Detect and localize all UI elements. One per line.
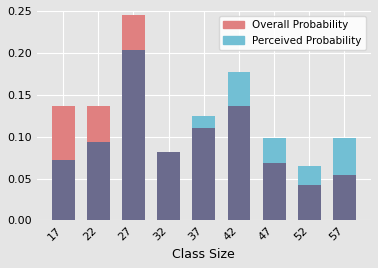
Bar (192, 128, 215, 221)
Bar (122, 50, 145, 221)
Bar (157, 152, 180, 221)
X-axis label: Class Size: Class Size (172, 248, 235, 261)
Bar (228, 106, 250, 221)
Bar (263, 137, 285, 221)
Bar (263, 163, 285, 221)
Bar (122, 15, 145, 221)
Legend: Overall Probability, Perceived Probability: Overall Probability, Perceived Probabili… (219, 16, 366, 50)
Bar (52, 160, 74, 221)
Bar (228, 72, 250, 221)
Bar (157, 152, 180, 221)
Bar (298, 166, 321, 221)
Bar (192, 116, 215, 221)
Bar (298, 185, 321, 221)
Bar (87, 142, 110, 221)
Bar (52, 160, 74, 221)
Bar (333, 138, 356, 221)
Bar (52, 106, 74, 221)
Bar (333, 175, 356, 221)
Bar (87, 142, 110, 221)
Bar (87, 106, 110, 221)
